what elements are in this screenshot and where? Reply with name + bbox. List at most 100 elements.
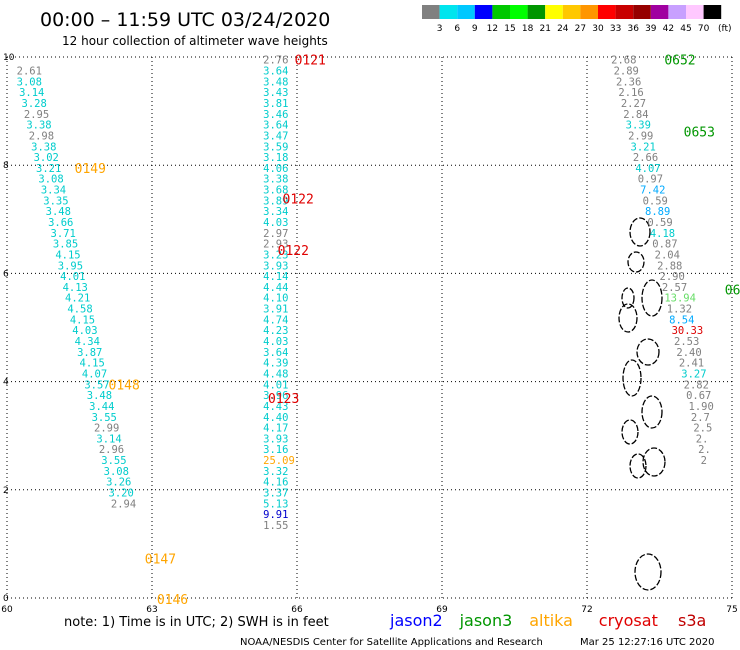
swh-value: 3.38 [31,141,56,153]
track-time-label: 0122 [283,193,314,208]
colorbar-label: 18 [522,24,534,34]
swh-value: 3.08 [38,174,63,186]
swh-value: 8.54 [669,314,694,326]
swh-value: 3.23 [263,249,288,261]
swh-value: 4.03 [72,325,97,337]
swh-value: 2.99 [94,423,119,435]
swh-value: 3.44 [89,401,114,413]
swh-value: 7.42 [640,185,665,197]
track-time-label: 065 [725,284,740,299]
y-tick-label: 8 [3,161,9,171]
island-outline [622,359,642,397]
colorbar-swatch [545,5,563,19]
track-time-label: 0652 [664,54,695,69]
swh-value: 2.82 [684,379,709,391]
x-tick-label: 72 [581,605,592,615]
swh-value: 2.61 [17,66,42,78]
x-tick-label: 63 [146,605,157,615]
swh-value: 9.91 [263,509,288,521]
island-outline [642,447,666,477]
swh-value: 4.39 [263,358,288,370]
swh-value: 2.90 [660,271,685,283]
island-outline [629,217,651,247]
colorbar-swatch [598,5,616,19]
swh-value: 3.81 [263,98,288,110]
colorbar-label: 36 [627,24,639,34]
colorbar-swatch [510,5,528,19]
swh-value: 3.47 [263,130,288,142]
swh-value: 3.21 [631,141,656,153]
swh-value: 0.87 [652,239,677,251]
swh-value: 4.44 [263,282,288,294]
swh-value: 0.59 [643,195,668,207]
chart-subtitle: 12 hour collection of altimeter wave hei… [62,34,328,48]
swh-value: 2.88 [657,260,682,272]
color-scale-bar: 3 6 9 12 15 18 21 24 27 30 33 36 39 42 45 70 [422,5,722,34]
swh-value: 2.41 [679,358,704,370]
swh-value: 2.57 [662,282,687,294]
swh-value: 3.27 [681,368,706,380]
swh-value: 0.59 [647,217,672,229]
swh-value: 4.21 [65,293,90,305]
colorbar-swatch [633,5,651,19]
swh-value: 3.95 [58,260,83,272]
swh-value: 4.14 [263,271,288,283]
map-grid [6,56,733,599]
swh-value: 2.98 [29,130,54,142]
swh-value: 3.08 [104,466,129,478]
swh-value: 3.66 [48,217,73,229]
swh-value: 1.32 [667,304,692,316]
colorbar-swatch [527,5,546,19]
swh-value: 2 [701,455,707,467]
island-outline [621,287,635,309]
swh-value: 4.17 [263,423,288,435]
swh-value: 3.64 [263,347,288,359]
swh-value: 3.35 [43,195,68,207]
track-time-label: 0146 [157,593,188,608]
swh-value: 3.38 [263,174,288,186]
swh-value: 4.03 [263,217,288,229]
swh-value: 2.53 [674,336,699,348]
swh-value: 2.96 [99,444,124,456]
swh-value: 4.18 [650,228,675,240]
legend-entry: jason2 [389,611,443,630]
swh-value: 3.93 [263,260,288,272]
swh-value: 3.93 [263,433,288,445]
track-time-label: 0121 [295,54,326,69]
footer-credit: NOAA/NESDIS Center for Satellite Applica… [240,637,543,648]
colorbar-label: 3 [437,24,443,34]
track-time-label: 0653 [684,126,715,141]
colorbar-label: 24 [557,24,569,34]
colorbar-label: 27 [575,24,586,34]
swh-value: 4.43 [263,401,288,413]
island-outline [641,279,663,317]
swh-value: 3.16 [263,444,288,456]
x-tick-label: 75 [726,605,737,615]
colorbar-label: 33 [610,24,621,34]
swh-value: 3.89 [263,195,288,207]
swh-value: 4.13 [63,282,88,294]
swh-value: 3.28 [22,98,47,110]
track-time-label: 0122 [278,244,309,259]
swh-value: 4.16 [263,477,288,489]
swh-value: 2.89 [614,66,639,78]
colorbar-label: 9 [472,24,478,34]
swh-value: 3.87 [77,347,102,359]
swh-value: 3.18 [263,152,288,164]
swh-value: 3.71 [51,228,76,240]
track-time-label: 0147 [145,553,176,568]
units-note: note: 1) Time is in UTC; 2) SWH is in fe… [64,615,329,630]
swh-value: 2.94 [111,498,136,510]
swh-value: 4.15 [55,249,80,261]
island-outline [621,419,639,445]
swh-value: 4.10 [263,293,288,305]
colorbar-swatch [686,5,704,19]
swh-value: 3.64 [263,66,288,78]
island-outline [629,453,647,479]
swh-value: 2.16 [618,87,643,99]
swh-value: 3.39 [626,120,651,132]
swh-value: 4.07 [635,163,660,175]
colorbar-label: 30 [592,24,604,34]
swh-value: 2.95 [24,109,49,121]
swh-value: 3.02 [34,152,59,164]
